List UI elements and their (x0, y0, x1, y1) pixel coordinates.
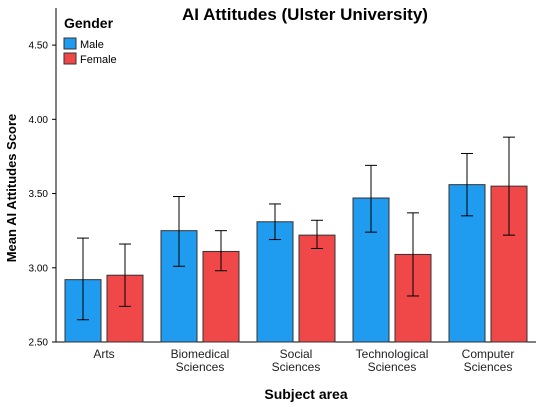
x-tick-label: Technological Sciences (356, 347, 429, 374)
bar-female (298, 234, 336, 343)
legend-title: Gender (64, 15, 114, 31)
legend-swatch-male (63, 37, 77, 50)
x-axis-ticks: Arts Biomedical Sciences Social Sciences Tech… (93, 347, 514, 374)
y-tick-label: 3.00 (29, 263, 49, 274)
x-axis-label: Subject area (264, 386, 347, 402)
bars (64, 184, 528, 343)
y-tick-label: 3.50 (29, 189, 49, 200)
x-tick-label: Biomedical Sciences (171, 347, 230, 374)
legend-label-male: Male (80, 39, 104, 51)
y-axis-label: Mean AI Attitudes Score (4, 114, 19, 263)
chart-title: AI Attitudes (Ulster University) (182, 5, 428, 24)
y-tick-label: 4.50 (29, 41, 49, 52)
bar-male (256, 221, 294, 343)
legend-label-female: Female (80, 54, 117, 66)
y-tick-label: 2.50 (29, 338, 49, 349)
legend: Gender Male Female (63, 15, 117, 66)
x-tick-label: Arts (93, 347, 114, 361)
error-bars (77, 136, 515, 321)
bar-female (394, 253, 432, 343)
bar-male (448, 184, 486, 343)
x-tick-label: Social Sciences (272, 347, 321, 374)
legend-swatch-female (63, 52, 77, 65)
x-tick-label: Computer Sciences (462, 347, 515, 374)
y-axis-ticks: 2.50 3.00 3.50 4.00 4.50 (29, 41, 56, 349)
y-tick-label: 4.00 (29, 115, 49, 126)
